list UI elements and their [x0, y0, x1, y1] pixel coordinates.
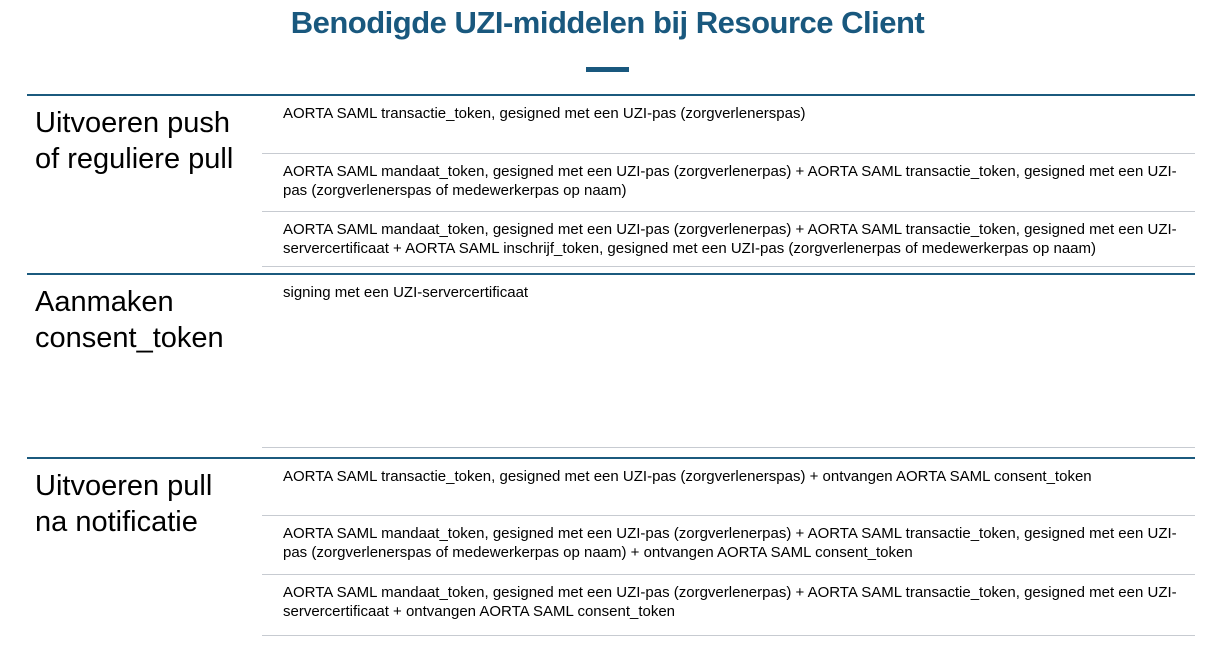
- section-rows: AORTA SAML transactie_token, gesigned me…: [262, 459, 1195, 636]
- section-header: Uitvoeren push of reguliere pull: [35, 107, 234, 175]
- section-rows: AORTA SAML transactie_token, gesigned me…: [262, 96, 1195, 267]
- table-row: AORTA SAML mandaat_token, gesigned met e…: [262, 154, 1195, 212]
- table-section: Uitvoeren pull na notificatie AORTA SAML …: [27, 457, 1195, 636]
- table-row: AORTA SAML transactie_token, gesigned me…: [262, 459, 1195, 516]
- section-header: Aanmaken consent_token: [35, 286, 224, 354]
- section-rows: signing met een UZI-servercertificaat: [262, 275, 1195, 448]
- page-title: Benodigde UZI-middelen bij Resource Clie…: [290, 5, 925, 40]
- table-section: Uitvoeren push of reguliere pull AORTA SA…: [27, 94, 1195, 267]
- table-row: signing met een UZI-servercertificaat: [262, 275, 1195, 448]
- section-header: Uitvoeren pull na notificatie: [35, 470, 213, 538]
- table-row: AORTA SAML mandaat_token, gesigned met e…: [262, 575, 1195, 636]
- table-row: AORTA SAML mandaat_token, gesigned met e…: [262, 212, 1195, 267]
- table-row: AORTA SAML transactie_token, gesigned me…: [262, 96, 1195, 154]
- table-section: Aanmaken consent_token signing met een UZ…: [27, 273, 1195, 448]
- uzi-requirements-table: Uitvoeren push of reguliere pull AORTA SA…: [27, 94, 1195, 636]
- title-dash: [586, 67, 629, 72]
- slide: Benodigde UZI-middelen bij Resource Clie…: [0, 5, 1215, 660]
- table-row: AORTA SAML mandaat_token, gesigned met e…: [262, 516, 1195, 575]
